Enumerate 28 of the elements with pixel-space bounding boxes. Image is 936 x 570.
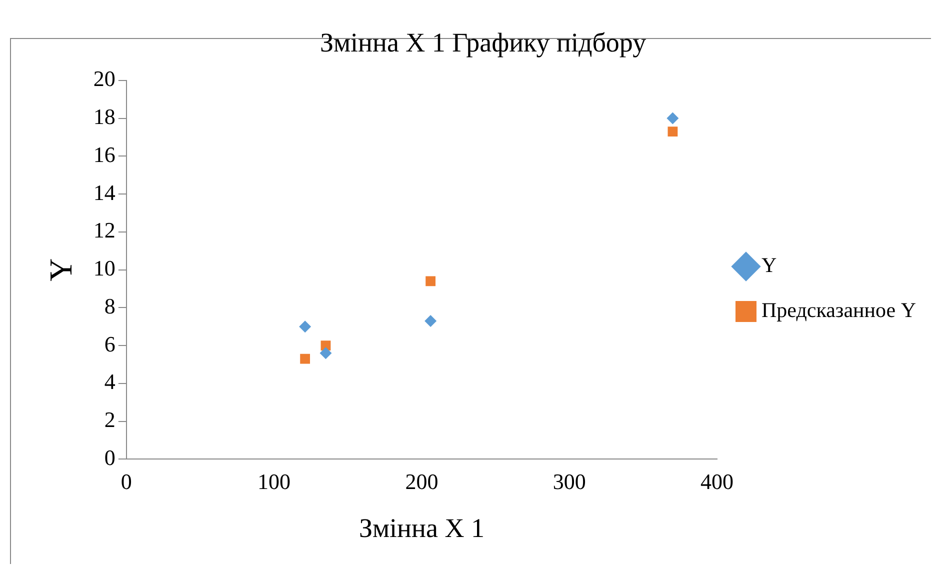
y-tick-label: 8 xyxy=(104,293,116,318)
y-tick-label: 16 xyxy=(93,142,116,167)
y-axis-title: Y xyxy=(42,258,79,282)
y-tick-label: 12 xyxy=(93,218,116,243)
x-tick-label: 100 xyxy=(258,469,291,494)
y-tick-label: 14 xyxy=(93,180,116,205)
x-tick-label: 300 xyxy=(552,469,586,494)
point xyxy=(666,112,679,124)
y-tick-label: 6 xyxy=(104,331,116,356)
point xyxy=(320,347,332,360)
point xyxy=(300,354,310,364)
y-tick-label: 4 xyxy=(104,369,116,394)
x-tick-label: 400 xyxy=(700,469,734,494)
x-tick-label: 200 xyxy=(405,469,438,494)
chart-title: Змінна X 1 Графику підбору xyxy=(320,27,647,58)
y-tick-label: 18 xyxy=(93,104,116,130)
legend-label: Предсказанное Y xyxy=(761,298,916,322)
x-tick-label: 0 xyxy=(120,469,132,494)
y-tick-label: 20 xyxy=(93,66,116,92)
y-tick-label: 2 xyxy=(104,407,116,432)
y-tick-label: 10 xyxy=(93,256,116,281)
point xyxy=(299,320,312,333)
legend-label: Y xyxy=(761,253,777,278)
x-axis-title: Змінна X 1 xyxy=(358,512,484,543)
point xyxy=(426,276,436,286)
point xyxy=(668,126,678,136)
point xyxy=(424,314,437,327)
y-tick-label: 0 xyxy=(104,444,116,470)
